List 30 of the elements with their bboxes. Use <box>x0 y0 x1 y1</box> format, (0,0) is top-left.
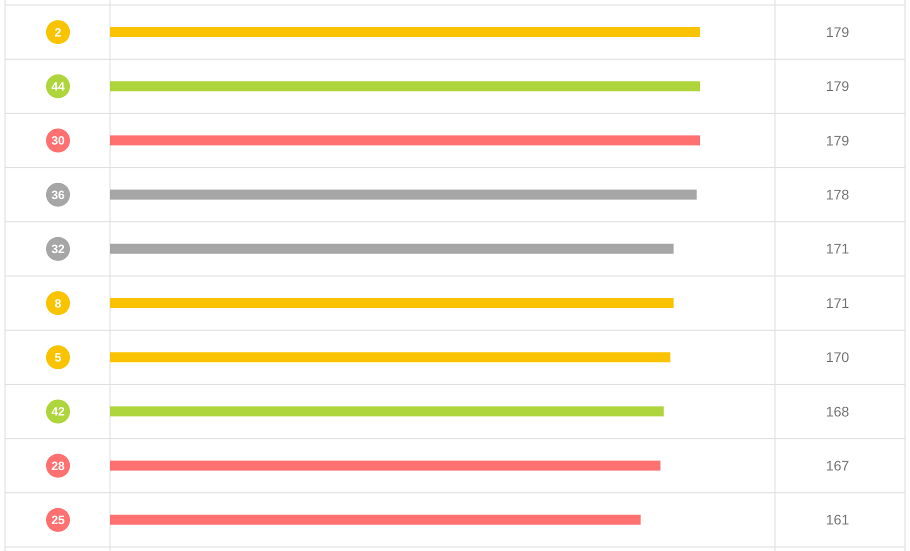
bar <box>110 298 674 308</box>
bar <box>110 406 664 416</box>
data-label: 161 <box>826 512 850 528</box>
data-label: 171 <box>826 294 850 311</box>
y-tick-label: 42 <box>51 404 65 419</box>
bar <box>110 514 641 525</box>
data-label: 178 <box>826 186 850 202</box>
y-tick-label: 44 <box>51 80 65 94</box>
data-label: 170 <box>826 349 850 366</box>
data-label: 179 <box>826 132 850 148</box>
bar <box>110 135 700 146</box>
bar <box>110 460 660 471</box>
y-tick-label: 8 <box>54 296 62 310</box>
y-tick-label: 25 <box>51 513 65 528</box>
data-label: 179 <box>826 24 850 40</box>
y-tick-label: 28 <box>51 458 65 473</box>
y-tick-label: 2 <box>54 25 62 40</box>
y-tick-label: 5 <box>54 350 62 364</box>
y-tick-label: 36 <box>51 188 65 202</box>
y-tick-label: 30 <box>51 134 65 148</box>
data-label: 179 <box>826 78 850 94</box>
y-tick-label: 32 <box>51 242 65 256</box>
bar <box>110 81 700 92</box>
data-label: 168 <box>826 403 850 420</box>
bar <box>110 352 670 362</box>
bar <box>110 190 697 200</box>
bar <box>110 27 700 37</box>
bar <box>110 244 674 254</box>
data-label: 171 <box>826 240 850 257</box>
data-label: 167 <box>826 458 850 474</box>
